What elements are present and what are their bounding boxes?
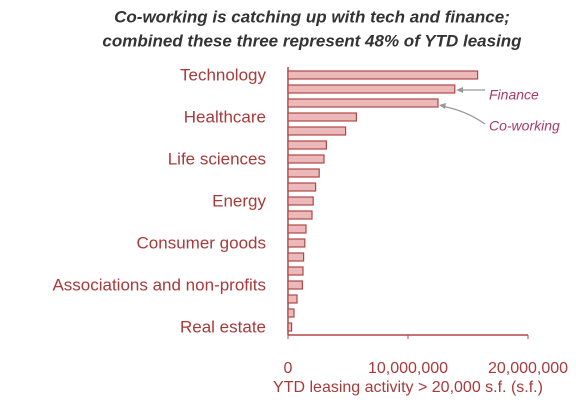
bar bbox=[287, 266, 304, 276]
y-tick-label: Associations and non-profits bbox=[52, 275, 266, 294]
x-tick-label: 10,000,000 bbox=[368, 360, 448, 377]
x-tick-label: 0 bbox=[284, 360, 293, 377]
y-tick-label: Real estate bbox=[180, 317, 266, 336]
x-axis-label: YTD leasing activity > 20,000 s.f. (s.f.… bbox=[273, 379, 543, 396]
bar bbox=[287, 70, 479, 80]
bar bbox=[287, 322, 293, 332]
y-tick-label: Energy bbox=[212, 191, 266, 210]
bar bbox=[287, 294, 298, 304]
arrow-head bbox=[456, 87, 463, 93]
bar bbox=[287, 98, 439, 108]
chart-title: Co-working is catching up with tech and … bbox=[114, 7, 510, 26]
bar bbox=[287, 210, 313, 220]
bar bbox=[287, 168, 320, 178]
arrow bbox=[440, 105, 486, 125]
annotation: Finance bbox=[489, 87, 539, 103]
bar bbox=[287, 224, 307, 234]
y-tick-label: Life sciences bbox=[168, 149, 266, 168]
y-tick-label: Technology bbox=[180, 65, 267, 84]
bar bbox=[287, 140, 328, 150]
bar bbox=[287, 84, 456, 94]
bar bbox=[287, 238, 306, 248]
y-tick-label: Healthcare bbox=[184, 107, 266, 126]
bar bbox=[287, 280, 303, 290]
chart-subtitle: combined these three represent 48% of YT… bbox=[102, 31, 522, 50]
bar bbox=[287, 308, 295, 318]
bar bbox=[287, 126, 347, 136]
bar bbox=[287, 196, 314, 206]
bar bbox=[287, 182, 317, 192]
annotation: Co-working bbox=[489, 118, 560, 134]
bar bbox=[287, 112, 358, 122]
arrow-head bbox=[439, 103, 446, 109]
y-tick-label: Consumer goods bbox=[137, 233, 266, 252]
bar bbox=[287, 252, 305, 262]
bar bbox=[287, 154, 325, 164]
x-tick-label: 20,000,000 bbox=[488, 360, 568, 377]
